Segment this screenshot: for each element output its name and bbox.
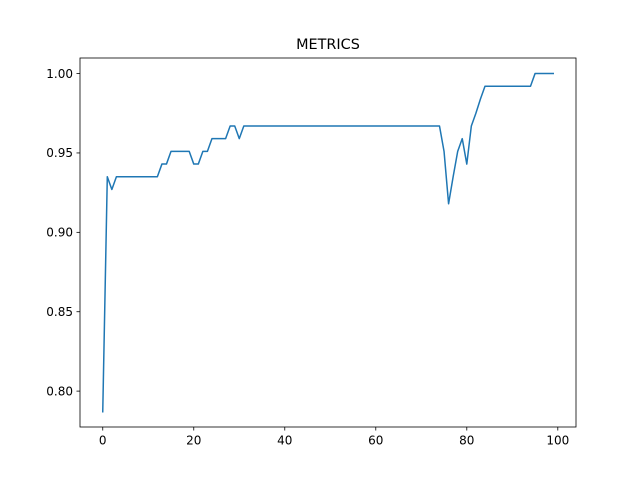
chart-title: METRICS: [296, 37, 360, 53]
x-tick-label: 80: [459, 434, 474, 448]
y-tick-label: 0.85: [46, 305, 73, 319]
x-tick-label: 0: [99, 434, 107, 448]
x-tick-label: 20: [186, 434, 201, 448]
plot-area: [101, 72, 554, 413]
y-tick-label: 0.80: [46, 384, 73, 398]
x-tick-label: 40: [277, 434, 292, 448]
x-tick-label: 60: [368, 434, 383, 448]
x-axis: 0 20 40 60 80 100: [99, 427, 569, 448]
axes-frame: [79, 57, 577, 428]
series-line-0: [101, 72, 554, 413]
y-tick-label: 0.95: [46, 146, 73, 160]
y-tick-label: 0.90: [46, 226, 73, 240]
y-axis: 0.80 0.85 0.90 0.95 1.00: [46, 67, 80, 398]
y-tick-label: 1.00: [46, 67, 73, 81]
x-tick-label: 100: [546, 434, 569, 448]
